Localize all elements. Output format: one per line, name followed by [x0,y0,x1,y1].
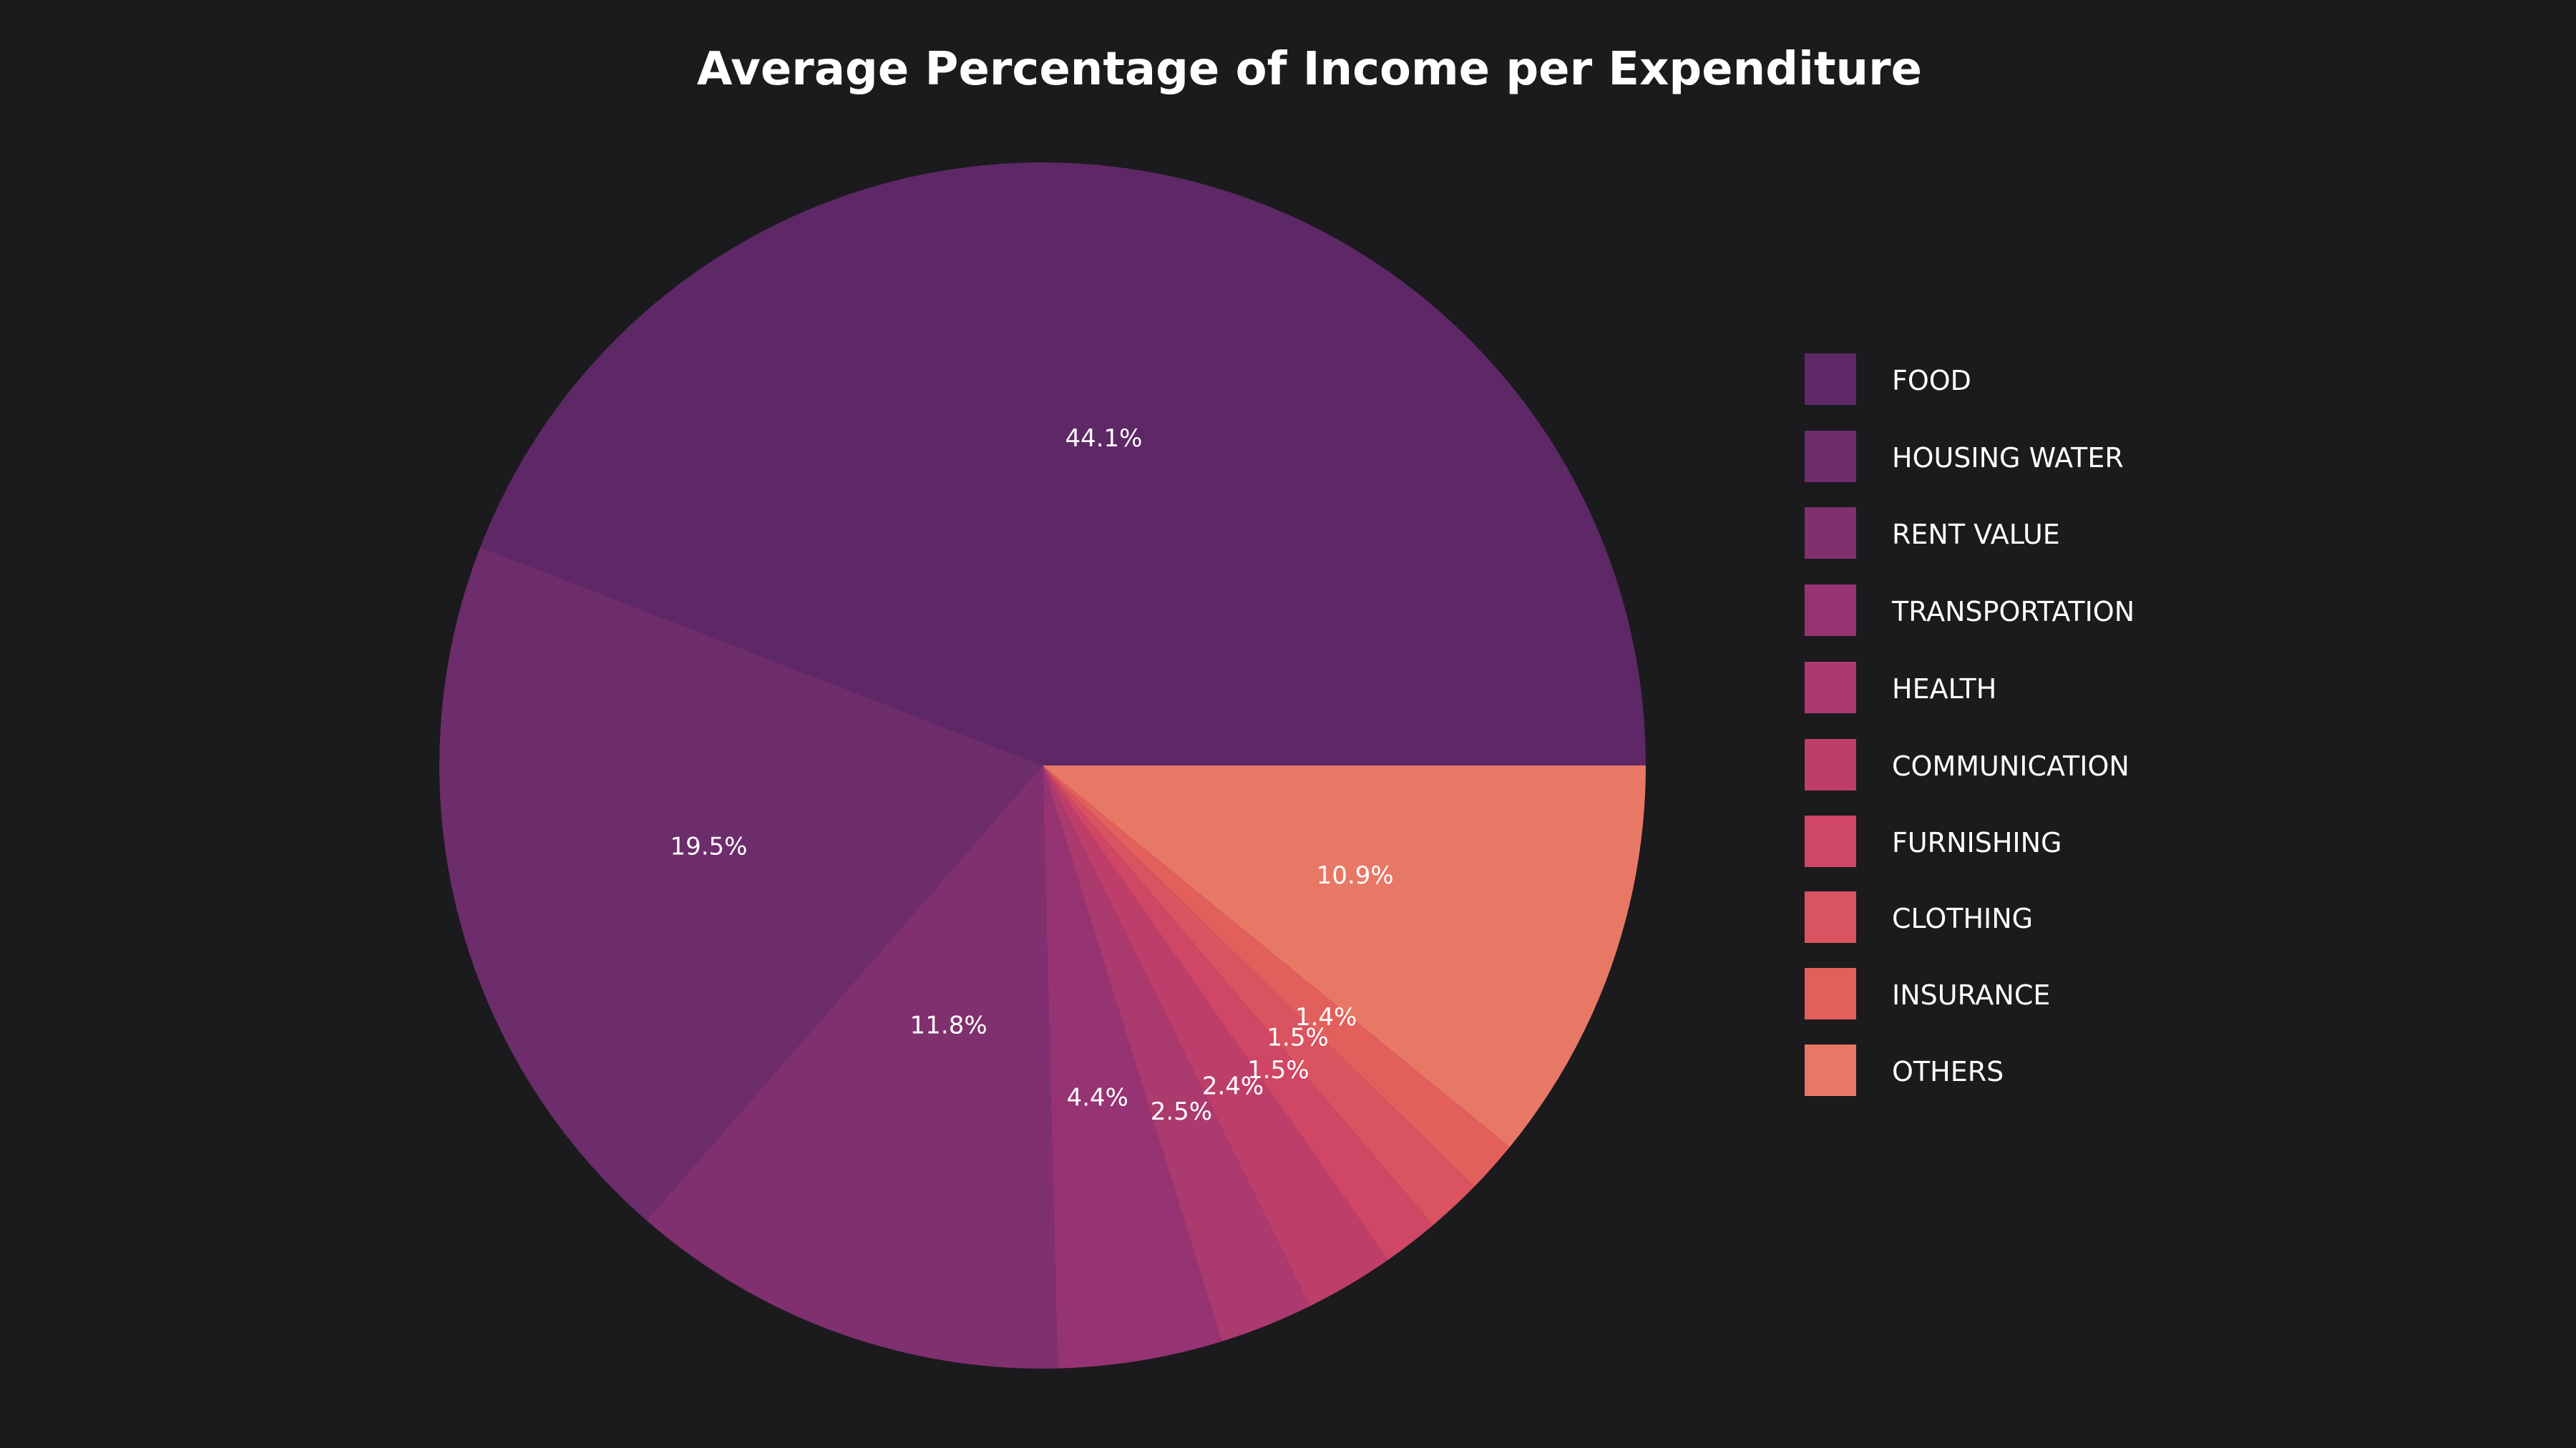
slice-value-label: 4.4% [1067,1083,1128,1112]
pie-slice-clothing [1043,765,1475,1226]
legend-label: HOUSING WATER [1892,442,2124,474]
legend-swatch [1805,584,1856,636]
legend: FOOD HOUSING WATER RENT VALUE TRANSPORTATIO… [1805,0,2449,1448]
legend-swatch [1805,816,1856,867]
legend-item: COMMUNICATION [1805,739,2449,791]
legend-swatch [1805,353,1856,405]
slice-value-label: 1.5% [1247,1056,1309,1085]
slice-value-label: 19.5% [670,833,747,861]
legend-label: RENT VALUE [1892,519,2060,550]
legend-label: TRANSPORTATION [1892,596,2135,627]
pie-slice-furnishing [1043,765,1433,1261]
slice-value-label: 2.5% [1151,1097,1212,1126]
legend-label: FOOD [1892,365,1971,396]
pie-slice-food [480,162,1646,765]
pie-slice-insurance [1043,765,1510,1187]
legend-label: OTHERS [1892,1056,2004,1087]
pie-slice-rent-value [646,765,1058,1369]
legend-item: OTHERS [1805,1045,2449,1096]
pie-slice-others [1043,765,1646,1148]
legend-swatch [1805,891,1856,943]
slice-value-label: 1.4% [1295,1003,1357,1032]
legend-item: FOOD [1805,353,2449,405]
legend-label: FURNISHING [1892,827,2062,858]
pie-slice-communication [1043,765,1388,1306]
legend-swatch [1805,1045,1856,1096]
legend-label: COMMUNICATION [1892,750,2129,782]
pie-slice-health [1043,765,1310,1341]
slice-value-label: 2.4% [1202,1072,1264,1100]
legend-label: INSURANCE [1892,979,2051,1011]
legend-label: HEALTH [1892,673,1997,705]
legend-item: HOUSING WATER [1805,431,2449,482]
legend-swatch [1805,739,1856,791]
legend-item: RENT VALUE [1805,507,2449,559]
legend-swatch [1805,662,1856,713]
legend-label: CLOTHING [1892,903,2034,934]
legend-swatch [1805,507,1856,559]
chart-title: Average Percentage of Income per Expendi… [696,43,1923,96]
pie-slices [439,162,1646,1369]
pie-labels: 44.1%19.5%11.8%4.4% 2.5%2.4%1.5%1.5%1.4%1… [670,424,1393,1126]
pie-slice-housing-water [439,547,1043,1220]
legend-item: FURNISHING [1805,816,2449,867]
legend-item: TRANSPORTATION [1805,584,2449,636]
legend-swatch [1805,968,1856,1019]
legend-item: HEALTH [1805,662,2449,713]
slice-value-label: 44.1% [1065,424,1142,453]
legend-item: CLOTHING [1805,891,2449,943]
slice-value-label: 10.9% [1317,861,1394,890]
pie-slice-transportation [1043,765,1222,1369]
legend-swatch [1805,431,1856,482]
legend-item: INSURANCE [1805,968,2449,1019]
slice-value-label: 1.5% [1267,1024,1328,1052]
slice-value-label: 11.8% [910,1011,987,1039]
